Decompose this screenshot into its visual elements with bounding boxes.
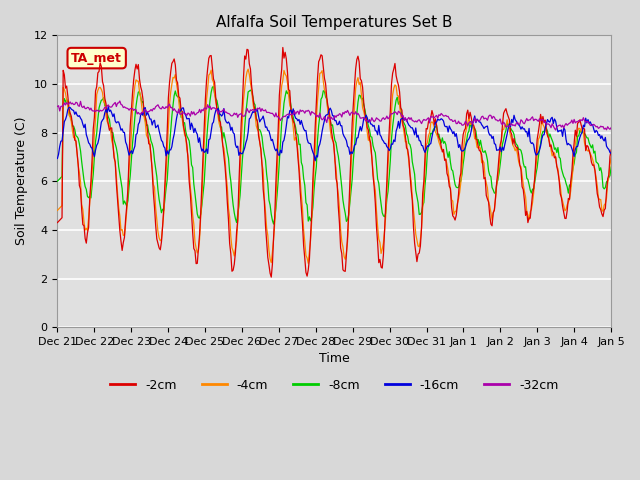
-16cm — [607, 151, 615, 156]
-8cm — [559, 170, 566, 176]
-8cm — [463, 138, 470, 144]
-8cm — [289, 114, 297, 120]
Y-axis label: Soil Temperature (C): Soil Temperature (C) — [15, 117, 28, 245]
-32cm — [552, 127, 559, 133]
-16cm — [311, 158, 319, 164]
-4cm — [392, 83, 400, 89]
-2cm — [559, 204, 566, 209]
-8cm — [54, 179, 61, 184]
-32cm — [365, 118, 372, 123]
-4cm — [226, 214, 234, 220]
-32cm — [391, 109, 399, 115]
Line: -4cm: -4cm — [58, 69, 611, 264]
Legend: -2cm, -4cm, -8cm, -16cm, -32cm: -2cm, -4cm, -8cm, -16cm, -32cm — [105, 374, 563, 397]
-2cm — [365, 136, 373, 142]
-32cm — [227, 113, 235, 119]
-32cm — [607, 125, 615, 131]
-16cm — [559, 133, 566, 139]
-8cm — [269, 221, 277, 227]
-16cm — [463, 140, 470, 146]
-16cm — [365, 117, 373, 123]
Line: -32cm: -32cm — [58, 101, 611, 130]
Text: TA_met: TA_met — [71, 51, 122, 65]
X-axis label: Time: Time — [319, 352, 349, 365]
-4cm — [305, 261, 312, 266]
-16cm — [54, 156, 61, 161]
-4cm — [288, 115, 296, 121]
-2cm — [607, 147, 615, 153]
-8cm — [210, 84, 218, 89]
-4cm — [54, 207, 61, 213]
-4cm — [463, 125, 470, 131]
-8cm — [227, 178, 235, 184]
-2cm — [226, 240, 234, 246]
-16cm — [104, 104, 112, 109]
-32cm — [288, 111, 296, 117]
-32cm — [54, 104, 61, 109]
-8cm — [392, 97, 400, 103]
-32cm — [116, 98, 124, 104]
-4cm — [244, 66, 252, 72]
Title: Alfalfa Soil Temperatures Set B: Alfalfa Soil Temperatures Set B — [216, 15, 452, 30]
-4cm — [607, 155, 615, 161]
Line: -2cm: -2cm — [58, 48, 611, 277]
-4cm — [559, 198, 566, 204]
-2cm — [268, 274, 275, 280]
-8cm — [607, 164, 615, 170]
-2cm — [463, 111, 470, 117]
-2cm — [54, 220, 61, 226]
Line: -16cm: -16cm — [58, 107, 611, 161]
-2cm — [279, 45, 287, 50]
-16cm — [288, 111, 296, 117]
-2cm — [392, 73, 400, 79]
-32cm — [559, 122, 566, 128]
-8cm — [365, 127, 373, 132]
-32cm — [461, 119, 469, 124]
-2cm — [289, 118, 297, 124]
-4cm — [365, 133, 373, 139]
-16cm — [227, 128, 235, 133]
-16cm — [392, 128, 400, 134]
Line: -8cm: -8cm — [58, 86, 611, 224]
